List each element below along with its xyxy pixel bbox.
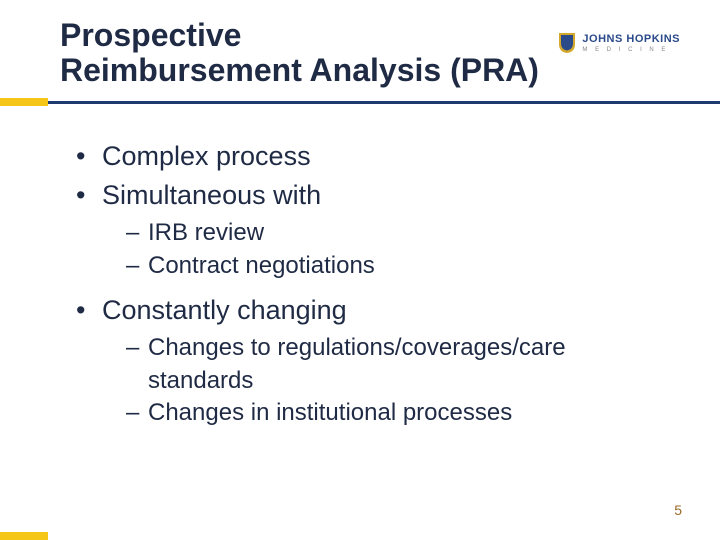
list-item: Simultaneous with IRB review Contract ne… [72, 177, 660, 282]
shield-icon [558, 32, 576, 54]
sub-bullet-text: Contract negotiations [148, 252, 375, 279]
list-item: Constantly changing Changes to regulatio… [72, 292, 660, 430]
list-item: Contract negotiations [126, 250, 660, 282]
sub-bullet-text: IRB review [148, 219, 264, 246]
bullet-text: Constantly changing [102, 295, 347, 325]
bullet-text: Complex process [102, 141, 311, 171]
sub-bullet-text: Changes in institutional processes [148, 399, 512, 426]
gold-accent-top [0, 98, 48, 106]
navy-rule [0, 101, 720, 104]
title-divider [0, 98, 720, 110]
list-item: IRB review [126, 217, 660, 249]
johns-hopkins-logo: JOHNS HOPKINS M E D I C I N E [558, 32, 680, 54]
logo-sub-text: M E D I C I N E [582, 47, 680, 53]
list-item: Changes to regulations/coverages/care st… [126, 332, 660, 397]
logo-main-text: JOHNS HOPKINS [582, 34, 680, 45]
slide-header: Prospective Reimbursement Analysis (PRA)… [0, 0, 720, 88]
slide: Prospective Reimbursement Analysis (PRA)… [0, 0, 720, 540]
sub-list: IRB review Contract negotiations [102, 217, 660, 282]
bullet-list: Complex process Simultaneous with IRB re… [72, 138, 660, 429]
list-item: Changes in institutional processes [126, 397, 660, 429]
title-line-2: Reimbursement Analysis (PRA) [60, 52, 539, 88]
sub-bullet-text: Changes to regulations/coverages/care st… [148, 334, 566, 393]
slide-body: Complex process Simultaneous with IRB re… [0, 110, 720, 429]
list-item: Complex process [72, 138, 660, 174]
bullet-text: Simultaneous with [102, 180, 321, 210]
logo-text: JOHNS HOPKINS M E D I C I N E [582, 34, 680, 53]
title-line-1: Prospective [60, 17, 241, 53]
sub-list: Changes to regulations/coverages/care st… [102, 332, 660, 429]
gold-accent-bottom [0, 532, 48, 540]
page-number: 5 [674, 502, 682, 518]
